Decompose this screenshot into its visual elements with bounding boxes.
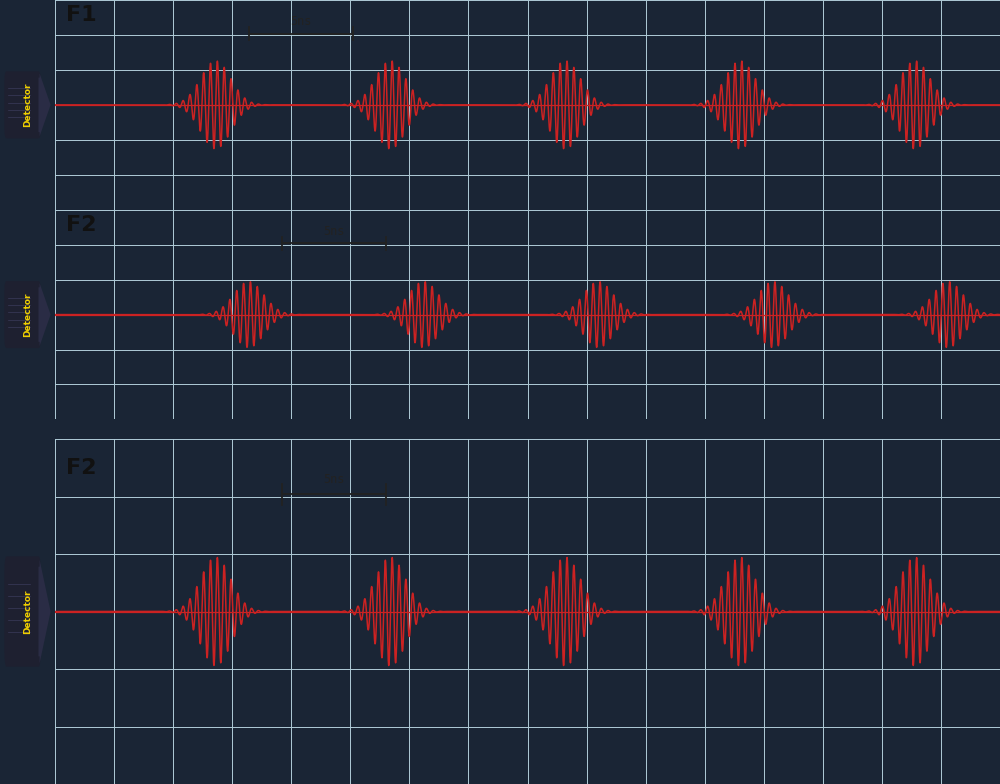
Text: Detector: Detector (23, 590, 32, 633)
Text: Detector: Detector (23, 82, 32, 127)
Text: 5ns: 5ns (290, 16, 311, 28)
FancyArrow shape (38, 74, 51, 136)
Text: F1: F1 (66, 5, 97, 25)
FancyArrow shape (38, 283, 51, 346)
Text: Detector: Detector (23, 292, 32, 337)
Text: F2: F2 (66, 458, 97, 477)
Text: F2: F2 (66, 215, 97, 234)
Text: 5ns: 5ns (323, 225, 344, 238)
FancyBboxPatch shape (4, 71, 41, 139)
FancyArrow shape (38, 560, 51, 663)
FancyBboxPatch shape (4, 557, 41, 666)
Text: 5ns: 5ns (323, 473, 344, 485)
FancyBboxPatch shape (4, 281, 41, 348)
